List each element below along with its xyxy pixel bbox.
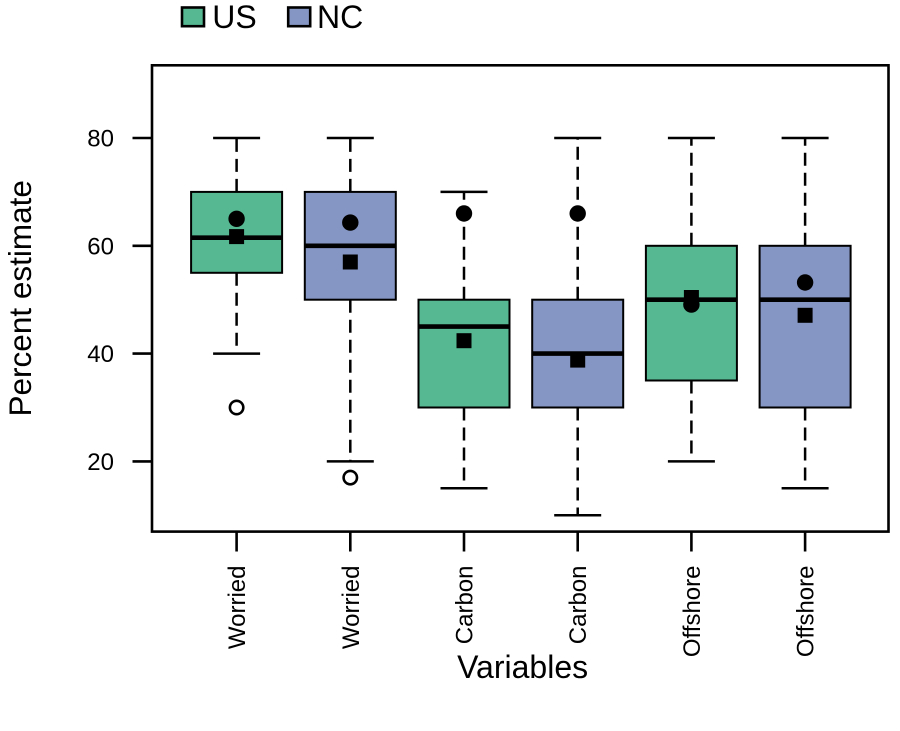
svg-text:US: US: [212, 0, 256, 35]
svg-text:40: 40: [87, 341, 114, 368]
svg-text:Carbon: Carbon: [452, 566, 479, 645]
svg-text:Offshore: Offshore: [679, 566, 706, 658]
svg-text:Variables: Variables: [457, 649, 588, 685]
svg-text:20: 20: [87, 449, 114, 476]
svg-text:Worried: Worried: [224, 566, 251, 650]
svg-text:60: 60: [87, 233, 114, 260]
svg-text:Percent estimate: Percent estimate: [2, 180, 38, 416]
svg-text:Worried: Worried: [338, 566, 365, 650]
svg-text:Offshore: Offshore: [793, 566, 820, 658]
svg-text:Carbon: Carbon: [565, 566, 592, 645]
svg-text:NC: NC: [317, 0, 363, 35]
svg-text:80: 80: [87, 126, 114, 153]
